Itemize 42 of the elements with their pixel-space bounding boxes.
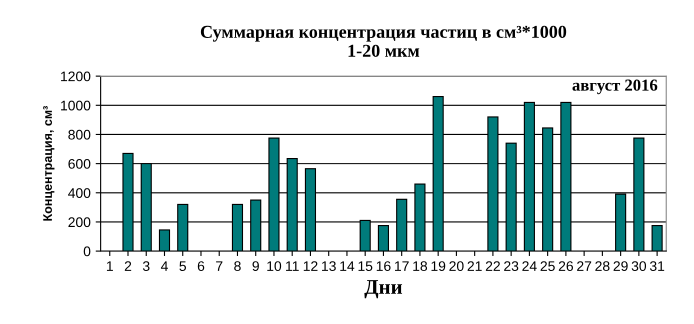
y-tick-label: 200 <box>68 217 90 228</box>
x-axis-title: Дни <box>364 280 402 298</box>
x-tick-label: 13 <box>322 261 336 272</box>
x-tick-label: 24 <box>522 261 537 271</box>
x-tick-label: 27 <box>577 261 592 271</box>
x-tick-label: 3 <box>142 261 150 272</box>
x-tick-label: 5 <box>179 261 186 272</box>
x-tick-label: 15 <box>358 261 372 272</box>
x-tick-label: 20 <box>449 261 464 272</box>
x-tick-label: 7 <box>216 261 222 271</box>
y-tick-label: 800 <box>68 130 90 140</box>
annotation: август 2016 <box>572 80 658 94</box>
x-tick-label: 6 <box>198 261 204 272</box>
x-tick-label: 12 <box>304 261 318 271</box>
x-tick-label: 23 <box>504 261 518 272</box>
x-tick-label: 19 <box>432 261 446 272</box>
y-axis-title: Концентрация, см³ <box>43 106 54 221</box>
x-tick-label: 30 <box>632 261 646 272</box>
y-tick-label: 0 <box>84 246 90 256</box>
x-tick-label: 21 <box>468 261 482 271</box>
y-tick-label: 600 <box>68 158 90 169</box>
x-tick-label: 28 <box>595 261 610 272</box>
y-tick-label: 1200 <box>61 71 90 82</box>
x-tick-label: 4 <box>160 261 168 271</box>
x-tick-label: 10 <box>267 261 282 272</box>
x-tick-label: 11 <box>286 261 299 271</box>
chart-title: Суммарная концентрация частиц в см³*1000 1-20 мкм <box>200 26 566 57</box>
x-tick-label: 14 <box>340 261 354 271</box>
x-tick-label: 26 <box>558 261 574 272</box>
x-tick-label: 25 <box>540 261 555 272</box>
x-tick-label: 31 <box>650 261 664 272</box>
x-tick-label: 9 <box>252 261 259 272</box>
x-tick-label: 1 <box>106 261 113 271</box>
x-tick-label: 17 <box>395 261 409 271</box>
x-tick-label: 29 <box>614 261 628 272</box>
y-tick-label: 1000 <box>61 100 90 110</box>
y-tick-label: 400 <box>68 188 90 198</box>
x-tick-label: 22 <box>486 261 500 271</box>
x-tick-label: 2 <box>124 261 132 271</box>
x-tick-label: 18 <box>413 261 428 272</box>
x-tick-label: 16 <box>376 261 391 272</box>
x-tick-label: 8 <box>234 261 241 272</box>
